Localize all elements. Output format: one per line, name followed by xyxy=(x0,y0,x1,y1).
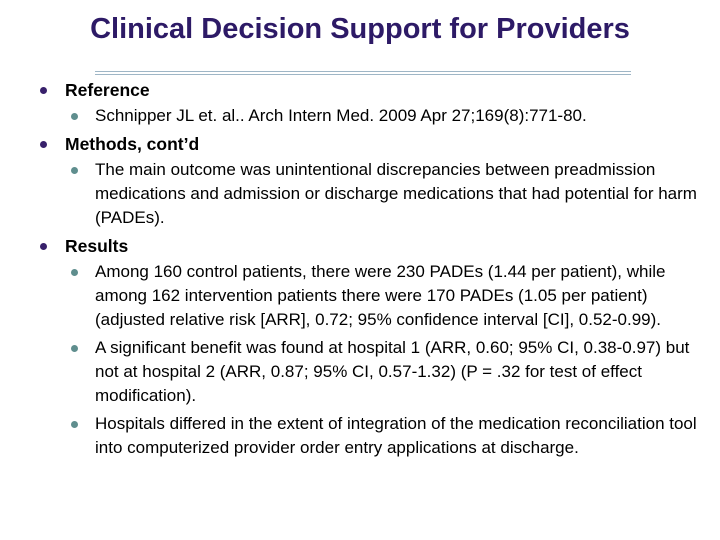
bullet-item-reference: Reference xyxy=(40,78,720,102)
bullet-dot-icon xyxy=(71,167,78,174)
bullet-list: Reference Schnipper JL et. al.. Arch Int… xyxy=(0,78,720,464)
bullet-dot-icon xyxy=(71,113,78,120)
bullet-dot-icon xyxy=(40,243,47,250)
bullet-text: Schnipper JL et. al.. Arch Intern Med. 2… xyxy=(95,106,587,125)
bullet-item-results: Results xyxy=(40,234,720,258)
bullet-dot-icon xyxy=(40,87,47,94)
bullet-text: A significant benefit was found at hospi… xyxy=(95,338,690,405)
bullet-text: Reference xyxy=(65,80,150,100)
bullet-item-citation: Schnipper JL et. al.. Arch Intern Med. 2… xyxy=(71,104,720,128)
bullet-item-main-outcome: The main outcome was unintentional discr… xyxy=(71,158,720,230)
bullet-dot-icon xyxy=(71,269,78,276)
bullet-text: Methods, cont’d xyxy=(65,134,200,154)
bullet-text: Hospitals differed in the extent of inte… xyxy=(95,414,697,457)
bullet-text: The main outcome was unintentional discr… xyxy=(95,160,697,227)
bullet-item-methods: Methods, cont’d xyxy=(40,132,720,156)
bullet-item-result-pades: Among 160 control patients, there were 2… xyxy=(71,260,720,332)
bullet-text: Among 160 control patients, there were 2… xyxy=(95,262,666,329)
bullet-dot-icon xyxy=(40,141,47,148)
bullet-text: Results xyxy=(65,236,129,256)
slide-title: Clinical Decision Support for Providers xyxy=(90,13,630,45)
title-underline-rule xyxy=(95,71,631,75)
bullet-dot-icon xyxy=(71,421,78,428)
bullet-dot-icon xyxy=(71,345,78,352)
bullet-item-result-hospitals: A significant benefit was found at hospi… xyxy=(71,336,720,408)
bullet-item-result-integration: Hospitals differed in the extent of inte… xyxy=(71,412,720,460)
